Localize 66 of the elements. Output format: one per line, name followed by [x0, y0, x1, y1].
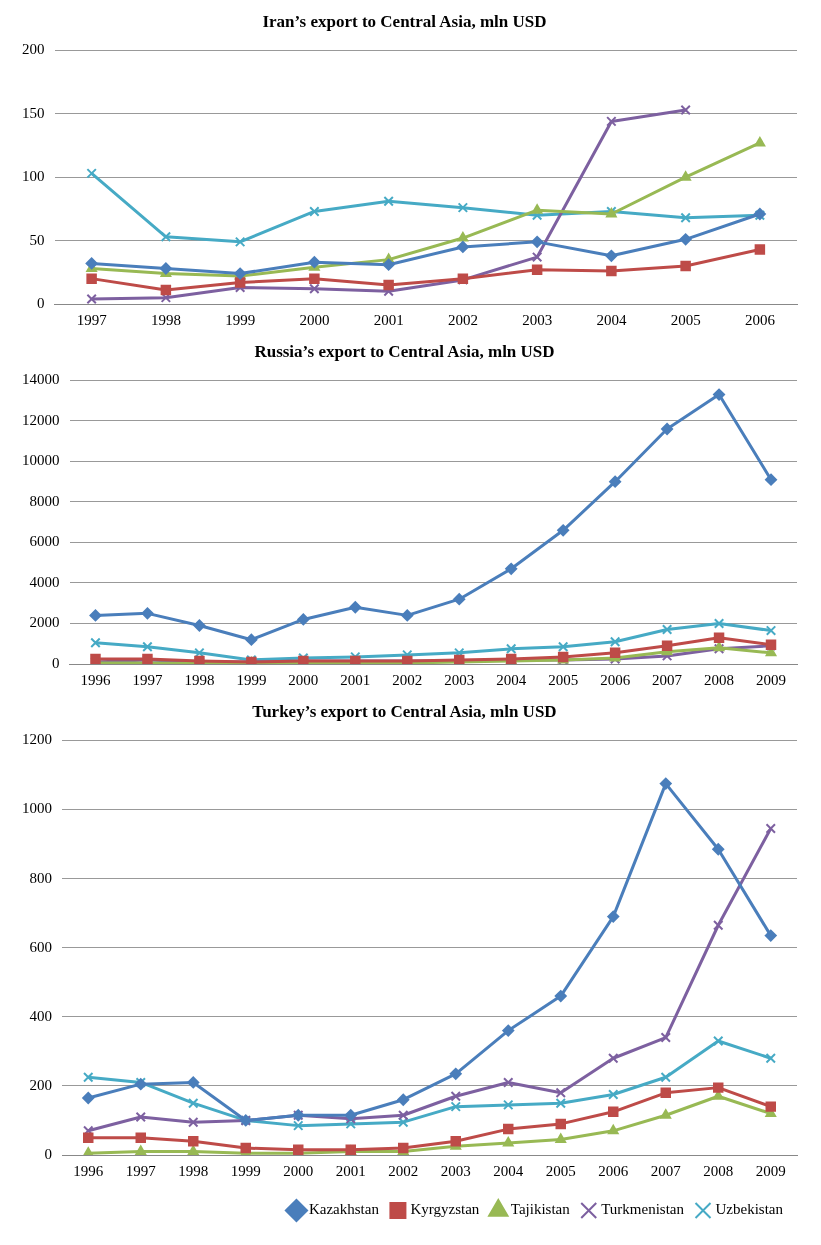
- x-tick-label: 2009: [756, 671, 787, 688]
- x-tick-label: 2004: [496, 671, 527, 688]
- legend-label: Uzbekistan: [715, 1201, 784, 1218]
- x-tick-label: 1999: [230, 1162, 261, 1179]
- y-tick-label: 14000: [22, 371, 60, 388]
- x-tick-label: 2002: [392, 671, 423, 688]
- y-tick-label: 10000: [22, 452, 60, 469]
- x-tick-label: 1999: [225, 311, 256, 328]
- x-tick-label: 1997: [76, 311, 108, 328]
- x-tick-label: 1996: [80, 671, 111, 688]
- x-tick-label: 2000: [288, 671, 319, 688]
- y-tick-label: 12000: [22, 411, 60, 428]
- x-tick-label: 2004: [596, 311, 627, 328]
- x-tick-label: 1998: [150, 311, 181, 328]
- y-tick-label: 6000: [29, 533, 60, 550]
- y-tick-label: 200: [29, 1076, 52, 1093]
- legend-label: Kyrgyzstan: [410, 1201, 480, 1218]
- chart-title: Iran’s export to Central Asia, mln USD: [262, 11, 547, 31]
- x-tick-label: 2000: [299, 311, 330, 328]
- x-tick-label: 2003: [440, 1162, 471, 1179]
- x-tick-label: 1997: [125, 1162, 157, 1179]
- x-tick-label: 2002: [447, 311, 478, 328]
- x-tick-label: 2005: [545, 1162, 576, 1179]
- y-tick-label: 0: [44, 1145, 52, 1162]
- legend-label: Kazakhstan: [308, 1201, 380, 1218]
- y-tick-label: 1000: [22, 800, 52, 817]
- x-tick-label: 1996: [73, 1162, 104, 1179]
- y-tick-label: 8000: [29, 492, 60, 509]
- y-tick-label: 600: [29, 938, 52, 955]
- x-tick-label: 2006: [598, 1162, 629, 1179]
- x-tick-label: 2005: [670, 311, 701, 328]
- y-tick-label: 0: [52, 654, 60, 671]
- x-tick-label: 1998: [184, 671, 215, 688]
- x-tick-label: 1999: [236, 671, 267, 688]
- y-tick-label: 150: [22, 104, 45, 121]
- y-tick-label: 400: [29, 1007, 52, 1024]
- x-tick-label: 1997: [132, 671, 163, 688]
- x-tick-label: 2009: [755, 1162, 786, 1179]
- x-tick-label: 2003: [444, 671, 475, 688]
- y-tick-label: 2000: [29, 614, 60, 631]
- x-tick-label: 2001: [373, 311, 404, 328]
- y-tick-label: 4000: [29, 573, 60, 590]
- x-tick-label: 2008: [703, 1162, 734, 1179]
- x-tick-label: 2005: [548, 671, 579, 688]
- x-tick-label: 1998: [178, 1162, 209, 1179]
- y-tick-label: 800: [29, 869, 52, 886]
- x-tick-label: 2001: [340, 671, 371, 688]
- chart-title: Russia’s export to Central Asia, mln USD: [254, 341, 555, 361]
- y-tick-label: 200: [22, 41, 45, 58]
- x-tick-label: 2000: [283, 1162, 314, 1179]
- x-tick-label: 2007: [650, 1162, 682, 1179]
- x-tick-label: 2002: [388, 1162, 419, 1179]
- x-tick-label: 2008: [704, 671, 735, 688]
- legend-label: Tajikistan: [510, 1201, 571, 1218]
- x-tick-label: 2006: [744, 311, 776, 328]
- y-tick-label: 100: [22, 168, 45, 185]
- y-tick-label: 50: [29, 231, 45, 248]
- x-tick-label: 2006: [600, 671, 631, 688]
- legend-label: Turkmenistan: [601, 1201, 685, 1218]
- x-tick-label: 2003: [522, 311, 553, 328]
- x-tick-label: 2004: [493, 1162, 524, 1179]
- chart-title: Turkey’s export to Central Asia, mln USD: [252, 701, 557, 721]
- y-tick-label: 0: [37, 294, 45, 311]
- y-tick-label: 1200: [22, 731, 52, 748]
- x-tick-label: 2007: [652, 671, 683, 688]
- x-tick-label: 2001: [335, 1162, 366, 1179]
